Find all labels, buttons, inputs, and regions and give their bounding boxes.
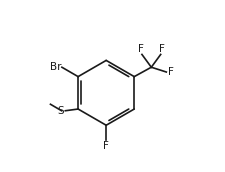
Text: F: F bbox=[158, 44, 164, 54]
Text: S: S bbox=[58, 106, 64, 116]
Text: F: F bbox=[103, 141, 109, 151]
Text: Br: Br bbox=[49, 62, 61, 72]
Text: F: F bbox=[168, 67, 173, 77]
Text: F: F bbox=[137, 44, 143, 54]
